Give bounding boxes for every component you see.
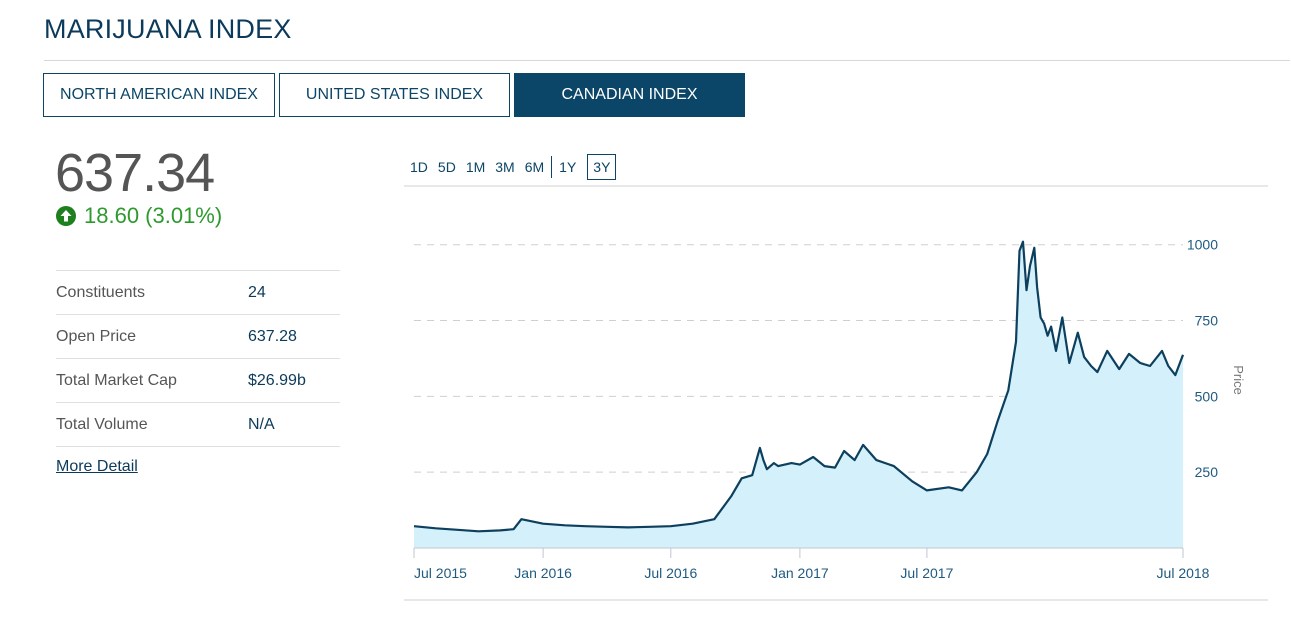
range-selector: 1D 5D 1M 3M 6M 1Y 3Y	[405, 154, 617, 180]
series-line	[413, 240, 1185, 533]
stat-value: $26.99b	[248, 371, 306, 389]
range-5d-button[interactable]: 5D	[437, 159, 456, 175]
y-tick-label: 750	[1195, 313, 1219, 329]
index-tabs: NORTH AMERICAN INDEX UNITED STATES INDEX…	[43, 73, 745, 117]
price-change: 18.60 (3.01%)	[56, 203, 222, 229]
tab-united-states-index[interactable]: UNITED STATES INDEX	[279, 73, 510, 117]
stat-row-total-volume: Total Volume N/A	[56, 402, 340, 447]
range-1d-button[interactable]: 1D	[410, 159, 428, 175]
stat-row-constituents: Constituents 24	[56, 270, 340, 314]
range-6m-button[interactable]: 6M	[524, 159, 545, 175]
price-change-value: 18.60 (3.01%)	[84, 203, 223, 228]
tab-north-american-index[interactable]: NORTH AMERICAN INDEX	[43, 73, 275, 117]
stat-label: Total Market Cap	[56, 371, 177, 389]
x-tick-label: Jul 2018	[1157, 565, 1210, 581]
x-tick-label: Jul 2017	[900, 565, 953, 581]
stat-value: 637.28	[248, 327, 297, 345]
range-1m-button[interactable]: 1M	[465, 159, 486, 175]
y-tick-label: 1000	[1187, 237, 1218, 253]
series-area	[414, 241, 1183, 548]
range-1y-button[interactable]: 1Y	[551, 156, 581, 178]
y-axis-label: Price	[1231, 365, 1246, 395]
stat-value: N/A	[248, 415, 275, 433]
stat-label: Constituents	[56, 283, 145, 301]
x-tick-label: Jan 2016	[514, 565, 572, 581]
range-3m-button[interactable]: 3M	[495, 159, 515, 175]
current-price: 637.34	[55, 143, 215, 203]
page-title: MARIJUANA INDEX	[44, 14, 292, 44]
arrow-up-circle-icon	[56, 206, 76, 226]
stat-value: 24	[248, 283, 266, 301]
x-tick-label: Jul 2015	[414, 565, 467, 581]
stat-row-market-cap: Total Market Cap $26.99b	[56, 358, 340, 402]
more-detail-link[interactable]: More Detail	[56, 458, 138, 475]
stat-label: Open Price	[56, 327, 137, 345]
stats-table: Constituents 24 Open Price 637.28 Total …	[56, 270, 340, 447]
tab-canadian-index[interactable]: CANADIAN INDEX	[514, 73, 745, 117]
stat-row-open-price: Open Price 637.28	[56, 314, 340, 358]
range-3y-button[interactable]: 3Y	[587, 154, 617, 180]
y-tick-label: 250	[1195, 464, 1219, 480]
x-tick-label: Jan 2017	[771, 565, 829, 581]
x-tick-label: Jul 2016	[644, 565, 697, 581]
y-tick-label: 500	[1195, 388, 1219, 404]
title-divider	[44, 60, 1290, 61]
stat-label: Total Volume	[56, 415, 148, 433]
